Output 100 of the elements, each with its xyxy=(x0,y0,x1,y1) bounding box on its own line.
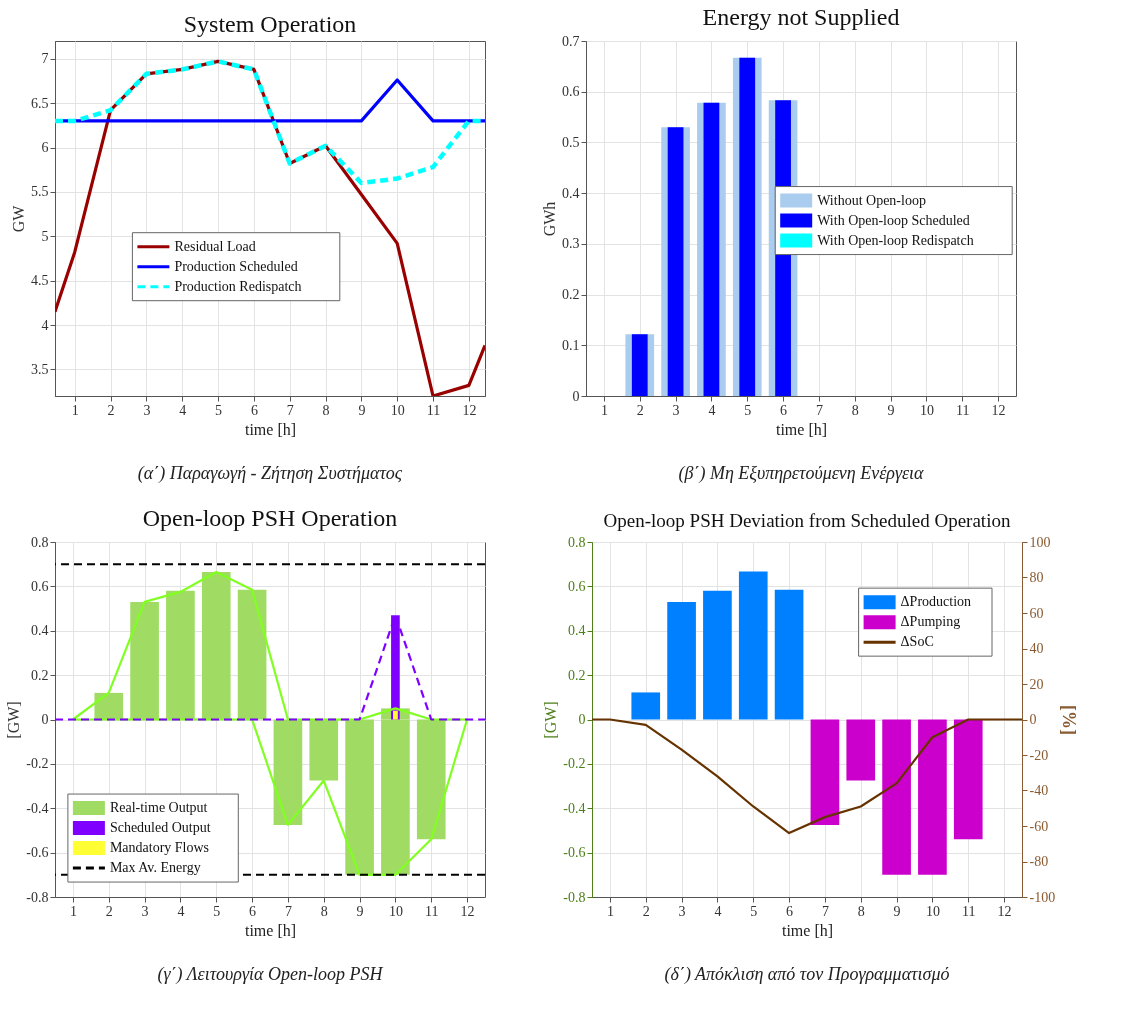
y-tick-label: -0.6 xyxy=(563,845,586,861)
x-tick-label: 8 xyxy=(857,903,865,919)
y-tick-label: 0.2 xyxy=(562,287,580,303)
y-axis-title: GWh xyxy=(541,201,558,237)
x-tick-label: 5 xyxy=(750,903,758,919)
y2-tick-label: -80 xyxy=(1029,854,1049,869)
x-tick-label: 12 xyxy=(991,402,1006,418)
y-tick-label: 0.7 xyxy=(562,33,580,49)
legend-label: ΔPumping xyxy=(900,614,961,630)
legend-label: Real-time Output xyxy=(109,800,208,816)
y-tick-label: -0.4 xyxy=(563,800,586,816)
x-tick-label: 1 xyxy=(69,903,77,919)
legend-label: ΔSoC xyxy=(900,634,934,650)
x-tick-label: 6 xyxy=(250,402,258,418)
y-tick-label: 6 xyxy=(41,140,49,155)
y-tick-label: 6.5 xyxy=(31,95,49,111)
legend-label: Production Redispatch xyxy=(174,278,302,294)
x-tick-label: 9 xyxy=(893,903,901,919)
y-tick-label: 4 xyxy=(41,317,49,333)
x-tick-label: 7 xyxy=(284,903,292,919)
x-axis-title: time [h] xyxy=(244,921,297,939)
x-tick-label: 11 xyxy=(426,402,441,418)
y-tick-label: 0.4 xyxy=(568,623,586,639)
y-tick-label: 0.2 xyxy=(568,667,586,683)
x-tick-label: 6 xyxy=(249,903,257,919)
x-tick-label: 12 xyxy=(997,903,1012,919)
x-tick-label: 12 xyxy=(460,903,475,919)
x-tick-label: 7 xyxy=(286,402,294,418)
x-tick-label: 6 xyxy=(780,402,788,418)
y-tick-label: 0.8 xyxy=(31,534,49,550)
y2-tick-label: 80 xyxy=(1029,570,1044,585)
x-tick-label: 7 xyxy=(821,903,829,919)
x-tick-label: 8 xyxy=(320,903,328,919)
x-tick-label: 3 xyxy=(143,402,151,418)
legend-label: Production Scheduled xyxy=(174,258,298,274)
x-tick-label: 8 xyxy=(322,402,330,418)
y-axis-title: [GW] xyxy=(542,701,560,739)
chart-title: Energy not Supplied xyxy=(702,4,900,30)
y-tick-label: 5 xyxy=(41,228,49,244)
legend-label: Max Av. Energy xyxy=(109,860,201,876)
x-tick-label: 2 xyxy=(636,402,644,418)
legend-label: Without Open-loop xyxy=(817,192,926,208)
x-tick-label: 11 xyxy=(956,402,970,418)
y-tick-label: -0.2 xyxy=(563,756,586,772)
legend-label: With Open-loop Redispatch xyxy=(817,232,974,248)
x-tick-label: 9 xyxy=(887,402,895,418)
text: (γ΄) Λειτουργία Open-loop PSH xyxy=(157,964,384,985)
x-tick-label: 6 xyxy=(786,903,794,919)
y-tick-label: -0.8 xyxy=(563,889,586,905)
legend-label: Residual Load xyxy=(174,238,256,254)
y-tick-label: -0.6 xyxy=(26,845,49,861)
y-tick-label: 0.5 xyxy=(562,134,580,150)
x-tick-label: 11 xyxy=(962,903,976,919)
y-tick-label: -0.2 xyxy=(26,756,49,772)
y-tick-label: 0.2 xyxy=(31,667,49,683)
y-tick-label: 0.1 xyxy=(562,337,580,353)
x-tick-label: 2 xyxy=(642,903,650,919)
x-tick-label: 9 xyxy=(358,402,366,418)
x-tick-label: 9 xyxy=(356,903,364,919)
x-tick-label: 10 xyxy=(919,402,934,418)
x-tick-label: 3 xyxy=(672,402,680,418)
x-axis-title: time [h] xyxy=(244,420,297,438)
y2-tick-label: -40 xyxy=(1029,783,1049,798)
y2-axis-title: [%] xyxy=(1059,705,1080,735)
x-tick-label: 5 xyxy=(215,402,223,418)
y-tick-label: -0.8 xyxy=(26,889,49,905)
y2-tick-label: 60 xyxy=(1029,605,1044,621)
legend-label: With Open-loop Scheduled xyxy=(817,212,970,228)
x-tick-label: 12 xyxy=(462,402,477,418)
x-tick-label: 1 xyxy=(600,402,608,418)
x-tick-label: 1 xyxy=(71,402,79,418)
y-tick-label: 0 xyxy=(41,712,49,727)
y-tick-label: 0.6 xyxy=(31,578,49,594)
y-tick-label: 0.4 xyxy=(31,623,49,639)
text: (δ΄) Απόκλιση από τον Προγραμματισμό xyxy=(664,964,950,985)
y2-tick-label: -60 xyxy=(1029,818,1049,834)
y-tick-label: 3.5 xyxy=(31,361,49,377)
y-tick-label: 0.6 xyxy=(568,578,586,594)
y2-tick-label: 20 xyxy=(1029,676,1044,692)
y-tick-label: 5.5 xyxy=(31,184,49,200)
legend-label: Scheduled Output xyxy=(109,820,211,836)
x-tick-label: 11 xyxy=(425,903,439,919)
x-tick-label: 4 xyxy=(177,903,185,919)
x-tick-label: 10 xyxy=(390,402,405,418)
x-tick-label: 4 xyxy=(714,903,722,919)
text: (α΄) Παραγωγή - Ζήτηση Συστήματος xyxy=(137,463,403,484)
y-tick-label: 0 xyxy=(572,388,580,404)
y2-tick-label: 0 xyxy=(1029,712,1037,727)
x-tick-label: 5 xyxy=(744,402,752,418)
y2-tick-label: -100 xyxy=(1029,889,1056,905)
x-axis-title: time [h] xyxy=(775,420,828,438)
x-tick-label: 3 xyxy=(678,903,686,919)
chart-title: Open-loop PSH Operation xyxy=(142,505,398,531)
y-tick-label: 7 xyxy=(41,51,49,67)
y-tick-label: -0.4 xyxy=(26,800,49,816)
y2-tick-label: -20 xyxy=(1029,747,1049,763)
y-tick-label: 4.5 xyxy=(31,273,49,289)
x-tick-label: 1 xyxy=(606,903,614,919)
x-tick-label: 2 xyxy=(107,402,115,418)
x-tick-label: 3 xyxy=(141,903,149,919)
